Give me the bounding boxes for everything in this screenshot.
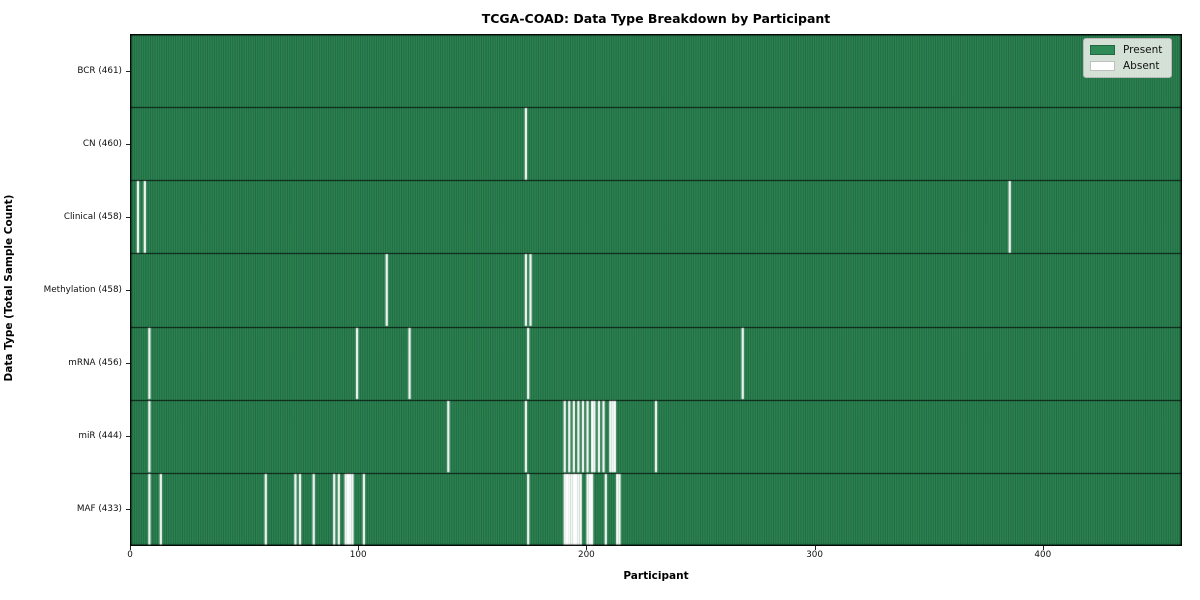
present-swatch-icon: [1090, 45, 1115, 55]
y-tick-label: CN (460): [82, 138, 122, 149]
absent-swatch-icon: [1090, 61, 1115, 71]
x-tick-mark: [814, 546, 816, 550]
x-tick-mark: [1042, 546, 1044, 550]
x-tick-label: 100: [349, 550, 367, 560]
y-tick-mark: [126, 290, 130, 291]
x-tick-mark: [586, 546, 588, 550]
x-tick-label: 200: [577, 550, 595, 560]
x-axis-title: Participant: [623, 570, 689, 582]
y-tick-mark: [126, 143, 130, 145]
chart-title: TCGA-COAD: Data Type Breakdown by Partic…: [481, 11, 831, 26]
x-tick-label: 300: [806, 550, 823, 560]
x-tick-mark: [130, 546, 131, 550]
y-tick-mark: [126, 363, 130, 365]
y-tick-label: Clinical (458): [63, 211, 122, 222]
legend-label-absent: Absent: [1123, 60, 1160, 72]
y-tick-label: Methylation (458): [43, 285, 122, 295]
y-tick-label: mRNA (456): [68, 358, 122, 369]
y-tick-label: BCR (461): [77, 65, 122, 76]
y-tick-label: MAF (433): [76, 504, 122, 515]
legend: Present Absent: [1083, 38, 1173, 78]
legend-label-present: Present: [1123, 44, 1163, 56]
y-tick-mark: [126, 436, 130, 438]
y-tick-mark: [126, 509, 130, 511]
y-tick-mark: [126, 216, 130, 218]
y-tick-mark: [126, 70, 130, 72]
x-tick-label: 400: [1034, 550, 1052, 560]
y-tick-label: miR (444): [78, 431, 122, 442]
legend-item-present: Present: [1090, 44, 1162, 56]
heatmap-canvas: [130, 34, 1182, 546]
x-tick-label: 0: [127, 550, 133, 560]
x-tick-mark: [358, 546, 360, 550]
legend-item-absent: Absent: [1090, 60, 1162, 72]
